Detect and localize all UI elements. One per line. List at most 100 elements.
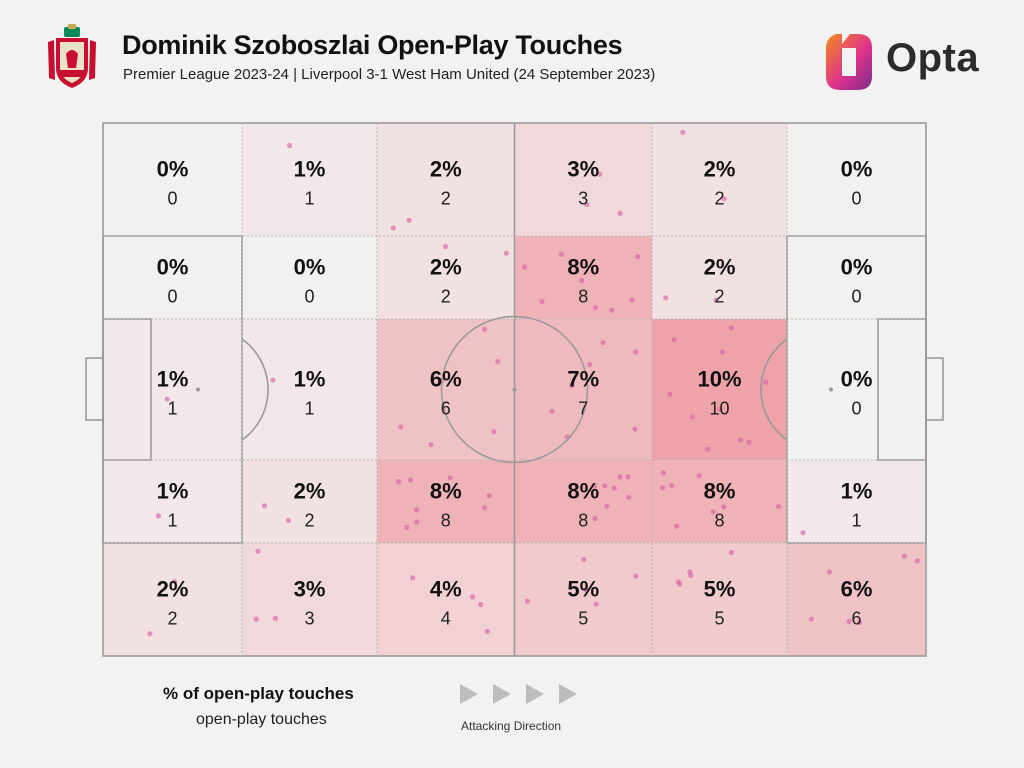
cell-percentage-label: 3% [567, 157, 599, 182]
chart-title: Dominik Szoboszlai Open-Play Touches [122, 30, 623, 60]
heatmap-cell [242, 460, 377, 543]
touch-dot [674, 523, 680, 529]
touch-dot [521, 264, 528, 270]
touch-dot [704, 446, 711, 452]
touch-dot [721, 196, 727, 202]
touch-dot [583, 587, 589, 593]
cell-count-label: 8 [578, 287, 588, 307]
heatmap-cell [377, 236, 515, 319]
centre-spot [512, 387, 517, 392]
opta-brand: Opta [822, 30, 992, 94]
touch-dot [597, 171, 603, 177]
heatmap-cell [242, 543, 377, 656]
heatmap-cell [377, 460, 515, 543]
touch-dot [713, 297, 719, 303]
cell-count-label: 2 [714, 287, 724, 307]
attacking-direction-arrows [460, 684, 577, 704]
touch-dot [746, 439, 752, 445]
touch-dot [728, 325, 734, 331]
cell-percentage-label: 2% [430, 255, 462, 280]
play-arrow-icon [559, 684, 577, 704]
zone-grid [103, 123, 926, 656]
touch-dot [414, 507, 420, 513]
cell-percentage-label: 8% [567, 255, 599, 280]
cell-count-label: 10 [709, 399, 729, 419]
touch-dot [632, 426, 638, 432]
heatmap-cell [377, 319, 515, 460]
touch-dot [592, 305, 599, 311]
pitch-spots [196, 387, 833, 392]
touch-dot [728, 549, 735, 556]
opta-wordmark: Opta [886, 36, 980, 80]
heatmap-cell [787, 236, 926, 319]
opta-logo-icon [826, 34, 872, 90]
touch-dot [846, 618, 852, 625]
cell-percentage-label: 6% [430, 367, 462, 392]
touch-dot [172, 579, 178, 585]
touch-dot [539, 298, 545, 305]
touch-dot [680, 129, 686, 135]
cell-count-label: 5 [714, 609, 724, 629]
heatmap-cell [242, 123, 377, 236]
heatmap-cell [787, 319, 926, 460]
chart-subtitle: Premier League 2023-24 | Liverpool 3-1 W… [123, 66, 656, 83]
touch-dot [481, 505, 488, 511]
cell-percentage-label: 2% [704, 255, 736, 280]
cell-percentage-label: 2% [430, 157, 462, 182]
touch-dot [147, 631, 153, 637]
touch-dot [390, 225, 396, 231]
touch-dot [710, 509, 716, 515]
touch-dot [721, 504, 727, 510]
touch-dot [549, 408, 555, 414]
touch-dot [581, 556, 587, 562]
touch-dot [495, 358, 501, 365]
touch-dot [270, 377, 276, 383]
heatmap-cell [242, 236, 377, 319]
cell-percentage-label: 6% [841, 577, 873, 602]
cell-count-label: 1 [304, 399, 314, 419]
touch-dot [569, 382, 575, 388]
cell-count-label: 0 [851, 189, 861, 209]
cell-count-label: 4 [441, 609, 451, 629]
touch-dot [428, 442, 434, 448]
heatmap-cell [787, 123, 926, 236]
cell-count-label: 2 [304, 511, 314, 531]
right-goal [925, 357, 944, 421]
centre-circle [440, 315, 589, 464]
touch-dot [398, 424, 404, 430]
touch-dot [635, 254, 641, 260]
touch-dot [611, 485, 617, 491]
touch-dot [914, 558, 920, 564]
touch-dot [687, 569, 693, 575]
cell-count-label: 8 [441, 511, 451, 531]
touch-dot [592, 515, 598, 522]
touch-dot [800, 530, 806, 536]
cell-count-label: 1 [167, 399, 177, 419]
left-penalty-arc [241, 338, 269, 441]
touch-dot [669, 482, 675, 488]
touch-dot [481, 326, 488, 332]
touch-dot [626, 494, 632, 500]
cell-count-label: 0 [851, 287, 861, 307]
heatmap-cell [514, 236, 652, 319]
heatmap-cell [377, 543, 515, 656]
cell-count-label: 1 [304, 189, 314, 209]
cell-percentage-label: 1% [841, 479, 873, 504]
play-arrow-icon [460, 684, 478, 704]
touch-dots [147, 129, 920, 637]
heatmap-cell [652, 123, 787, 236]
cell-count-label: 2 [714, 189, 724, 209]
heatmap-cell [242, 319, 377, 460]
heatmap-cell [514, 123, 652, 236]
right-penalty-arc [760, 338, 788, 441]
cell-percentage-label: 4% [430, 577, 462, 602]
cell-count-label: 5 [578, 609, 588, 629]
touch-dot [660, 485, 666, 491]
cell-count-label: 1 [851, 511, 861, 531]
cell-percentage-label: 1% [294, 367, 326, 392]
heatmap-cell [652, 319, 787, 460]
touch-dot [478, 601, 484, 608]
cell-percentage-label: 0% [841, 367, 873, 392]
zone-labels: 0% 0 1% 1 2% 2 3% 3 2% 2 0% 0 0% 0 0% 0 2% 2 8% 8 2% 2 0% 0 1% 1 1… [157, 157, 873, 629]
heatmap-cell [514, 460, 652, 543]
